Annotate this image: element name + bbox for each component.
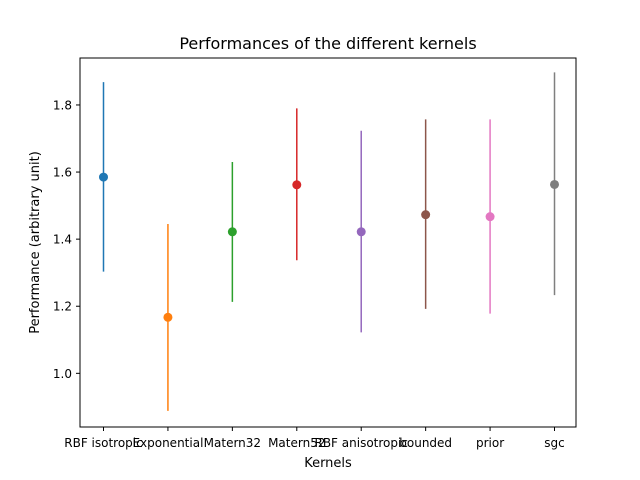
data-marks: [99, 72, 560, 411]
x-tick-label: Exponential: [132, 436, 203, 450]
data-point: [485, 212, 495, 222]
plot-area-frame: [79, 57, 577, 428]
data-point: [356, 227, 366, 237]
x-tick-label: bounded: [399, 436, 452, 450]
y-axis: 1.0 1.2 1.4 1.6 1.8: [53, 98, 80, 381]
x-tick-label: Matern52: [268, 436, 325, 450]
y-axis-label: Performance (arbitrary unit): [28, 151, 43, 334]
y-tick-label: 1.0: [53, 367, 72, 381]
x-tick-label: Matern32: [204, 436, 261, 450]
x-tick-label: prior: [476, 436, 504, 450]
y-tick-label: 1.4: [53, 233, 72, 247]
data-point: [550, 179, 560, 189]
data-point: [99, 172, 108, 182]
chart-title: Performances of the different kernels: [179, 34, 476, 53]
x-tick-label: sgc: [544, 436, 564, 450]
y-tick-label: 1.8: [53, 98, 72, 112]
x-tick-label: RBF anisotropic: [314, 436, 407, 450]
data-point: [292, 180, 302, 190]
data-point: [227, 227, 237, 237]
y-tick-label: 1.2: [53, 300, 72, 314]
data-point: [421, 210, 431, 220]
x-axis-label: Kernels: [304, 456, 352, 471]
y-tick-label: 1.6: [53, 166, 72, 180]
data-point: [163, 312, 173, 322]
x-tick-label: RBF isotropic: [64, 436, 142, 450]
